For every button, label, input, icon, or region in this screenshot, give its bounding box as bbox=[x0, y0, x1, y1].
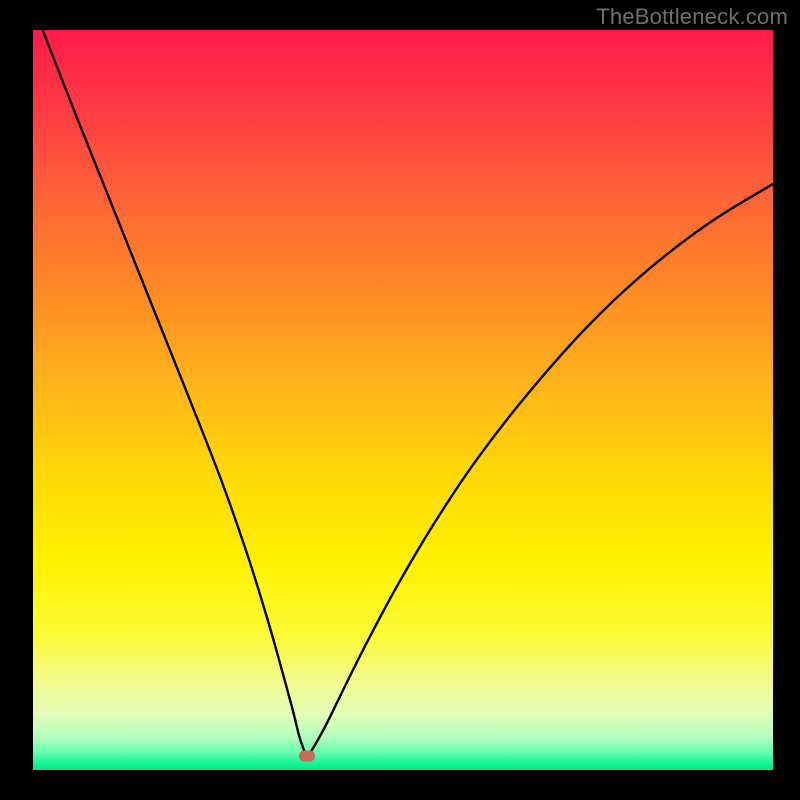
min-marker bbox=[299, 750, 315, 761]
plot-area bbox=[33, 30, 773, 770]
bottleneck-curve bbox=[33, 30, 773, 770]
chart-container: TheBottleneck.com bbox=[0, 0, 800, 800]
watermark-text: TheBottleneck.com bbox=[596, 4, 788, 30]
